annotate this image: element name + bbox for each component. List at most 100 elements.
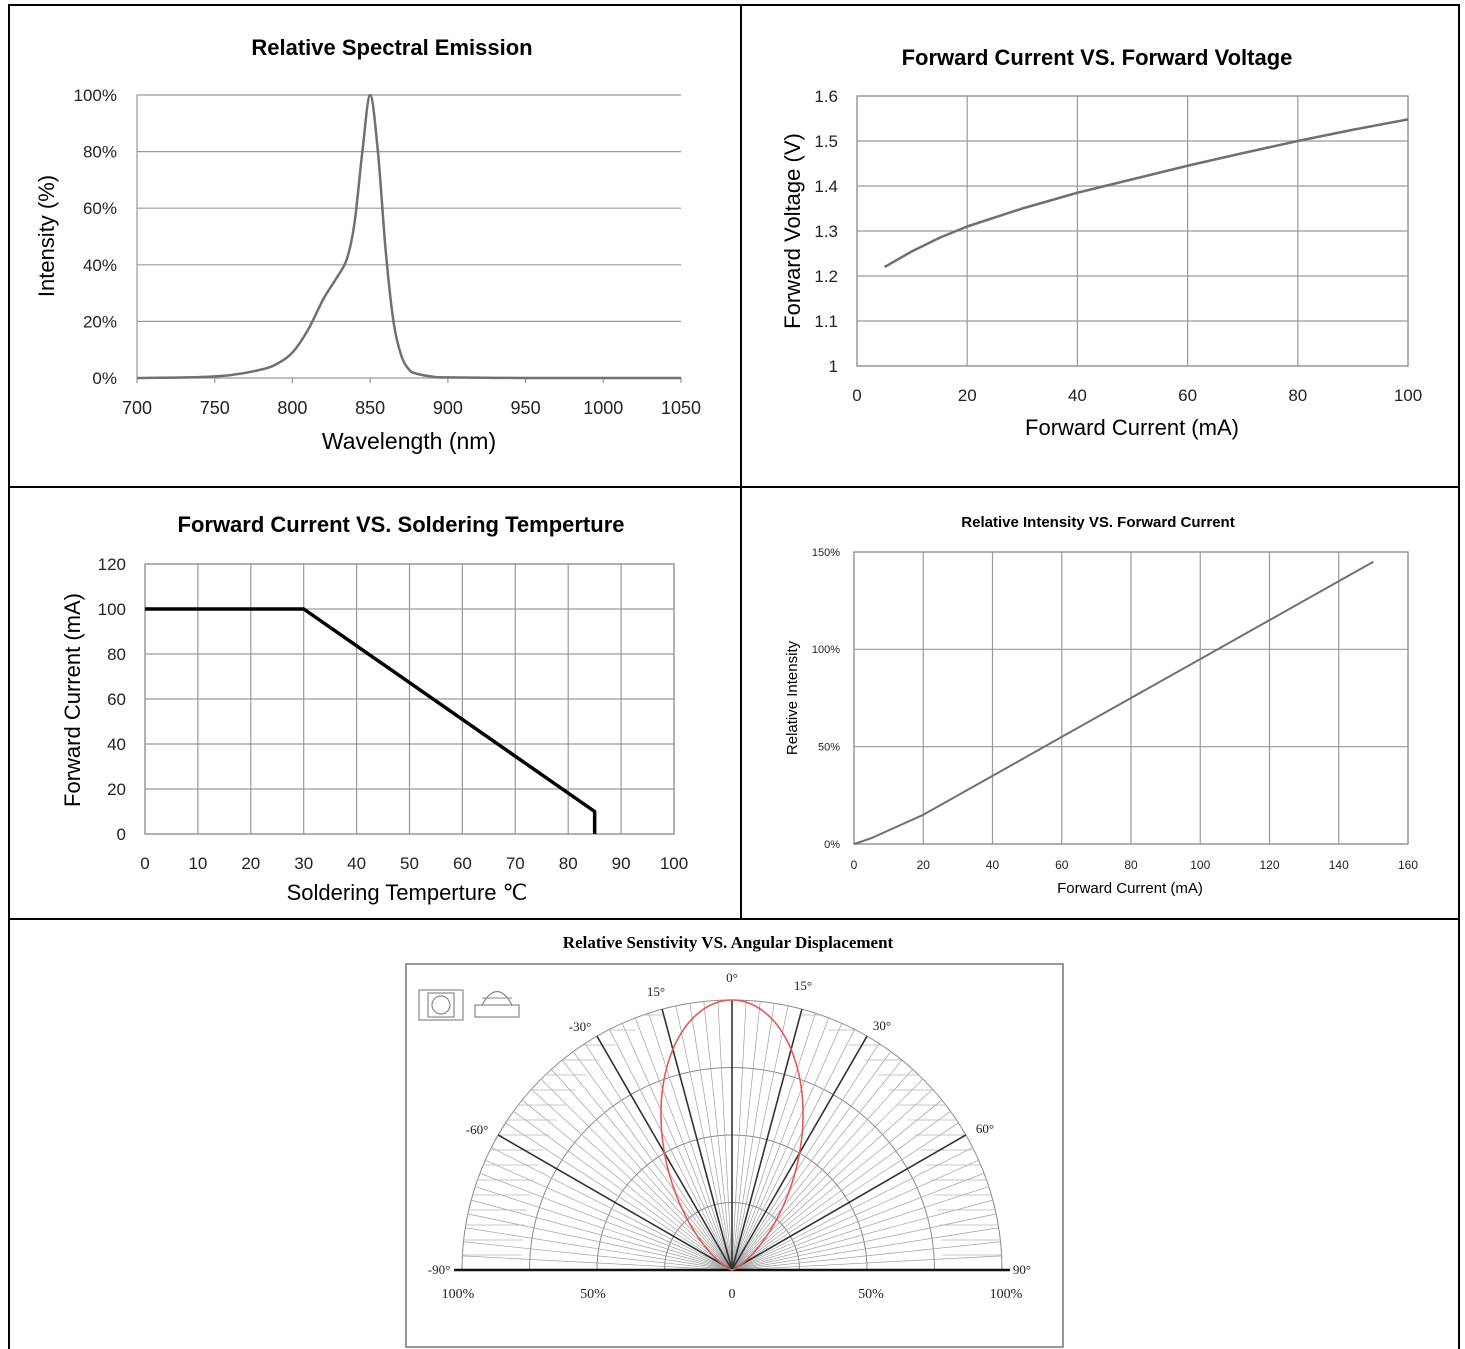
intensity-xtick: 0 [851, 858, 858, 872]
fv-ytick: 1.4 [814, 177, 838, 196]
derating-xtick: 0 [140, 854, 149, 873]
polar-radial-fine [731, 1023, 843, 1271]
derating-ytick: 80 [107, 645, 126, 664]
fv-ytick: 1 [829, 357, 838, 376]
polar-radial-fine [731, 1001, 761, 1271]
polar-radial-fine [479, 1172, 733, 1271]
polar-angle-label: -30° [569, 1019, 592, 1034]
polar-radial-fine [621, 1023, 733, 1271]
polar-radial-fine [731, 1186, 989, 1271]
polar-radial-fine [609, 1029, 733, 1271]
spectral-xtick: 850 [355, 398, 385, 418]
fv-ytick: 1.6 [814, 87, 838, 106]
polar-radial-fine [731, 1241, 1001, 1271]
spectral-xtick: 800 [277, 398, 307, 418]
intensity-plot-border [853, 551, 1409, 845]
polar-angle-label: 30° [873, 1018, 891, 1033]
polar-radial-major [661, 1008, 733, 1271]
derating-ytick: 40 [107, 735, 126, 754]
polar-radial-fine [731, 1172, 985, 1271]
fv-xtick: 80 [1288, 386, 1307, 405]
polar-radial-fine [505, 1122, 733, 1271]
horizontal-divider-2 [8, 918, 1460, 920]
polar-sensitivity-lobe [660, 999, 804, 1271]
polar-radial-major [497, 1134, 733, 1271]
fv-ytick: 1.2 [814, 267, 838, 286]
polar-radial-fine [689, 1003, 733, 1271]
polar-radius-label: 0 [729, 1287, 736, 1302]
polar-radial-fine [475, 1186, 733, 1271]
derating-xtick: 80 [559, 854, 578, 873]
derating-ytick: 120 [98, 555, 126, 574]
derating-xtick: 40 [347, 854, 366, 873]
polar-radial-fine [471, 1199, 733, 1271]
fv-series-line [883, 118, 1409, 269]
polar-radial-fine [521, 1099, 733, 1271]
polar-radial-fine [731, 1213, 997, 1271]
spectral-ytick: 80% [83, 143, 117, 162]
led-side-base-icon [474, 1004, 520, 1018]
polar-radial-fine [540, 1078, 733, 1271]
fv-title: Forward Current VS. Forward Voltage [902, 45, 1293, 70]
spectral-xtick: 1000 [583, 398, 623, 418]
intensity-xtick: 160 [1398, 858, 1418, 872]
intensity-ytick: 50% [818, 742, 840, 754]
polar-angle-label: 0° [726, 970, 738, 985]
derating-ytick: 60 [107, 690, 126, 709]
polar-radial-fine [467, 1213, 733, 1271]
derating-xtick: 60 [453, 854, 472, 873]
intensity-ytick: 150% [812, 547, 840, 559]
derating-ylabel: Forward Current (mA) [60, 593, 85, 807]
intensity-xtick: 140 [1329, 858, 1349, 872]
polar-radial-fine [731, 1013, 816, 1271]
polar-radial-fine [731, 1005, 789, 1271]
polar-radial-fine [584, 1043, 733, 1271]
fv-ytick: 1.5 [814, 132, 838, 151]
polar-radial-fine [531, 1089, 733, 1271]
spectral-xtick: 750 [200, 398, 230, 418]
polar-radial-fine [463, 1241, 733, 1271]
intensity-xtick: 100 [1190, 858, 1210, 872]
polar-radial-major [731, 1134, 967, 1271]
polar-radius-label: 100% [990, 1287, 1023, 1302]
polar-radial-fine [485, 1159, 733, 1271]
fv-xtick: 100 [1394, 386, 1422, 405]
led-side-dome-icon [481, 990, 513, 1006]
polar-radial-fine [731, 1051, 891, 1271]
spectral-title: Relative Spectral Emission [251, 35, 532, 60]
spectral-ytick: 0% [92, 369, 117, 388]
polar-radial-fine [731, 1017, 830, 1271]
polar-radial-fine [731, 1059, 903, 1271]
polar-angle-label: 90° [1013, 1262, 1031, 1277]
spectral-xtick: 950 [511, 398, 541, 418]
intensity-ytick: 100% [812, 644, 840, 656]
derating-xlabel: Soldering Temperture ℃ [287, 880, 528, 905]
derating-ytick: 100 [98, 600, 126, 619]
derating-xtick: 70 [506, 854, 525, 873]
polar-radial-fine [731, 1069, 913, 1271]
polar-angle-label: -60° [466, 1122, 489, 1137]
intensity-xtick: 80 [1124, 858, 1138, 872]
polar-radial-fine [731, 1255, 1002, 1271]
polar-radial-fine [731, 1122, 959, 1271]
intensity-series-line [853, 560, 1374, 845]
spectral-ylabel: Intensity (%) [34, 175, 59, 297]
fv-ytick: 1.3 [814, 222, 838, 241]
spectral-ytick: 40% [83, 256, 117, 275]
spectral-xtick: 700 [122, 398, 152, 418]
intensity-ytick: 0% [824, 839, 840, 851]
polar-angle-label: -90° [428, 1262, 451, 1277]
polar-radial-fine [731, 1111, 951, 1271]
polar-title: Relative Senstivity VS. Angular Displace… [563, 933, 894, 952]
polar-radial-fine [731, 1199, 993, 1271]
intensity-xtick: 20 [917, 858, 931, 872]
fv-xtick: 40 [1068, 386, 1087, 405]
polar-radius-label: 50% [858, 1287, 884, 1302]
fv-xtick: 20 [958, 386, 977, 405]
derating-series-line [145, 607, 597, 834]
intensity-xtick: 60 [1055, 858, 1069, 872]
intensity-xtick: 40 [986, 858, 1000, 872]
datasheet-frame [8, 4, 1460, 1349]
fv-xlabel: Forward Current (mA) [1025, 415, 1239, 440]
fv-plot-border [856, 95, 1409, 367]
